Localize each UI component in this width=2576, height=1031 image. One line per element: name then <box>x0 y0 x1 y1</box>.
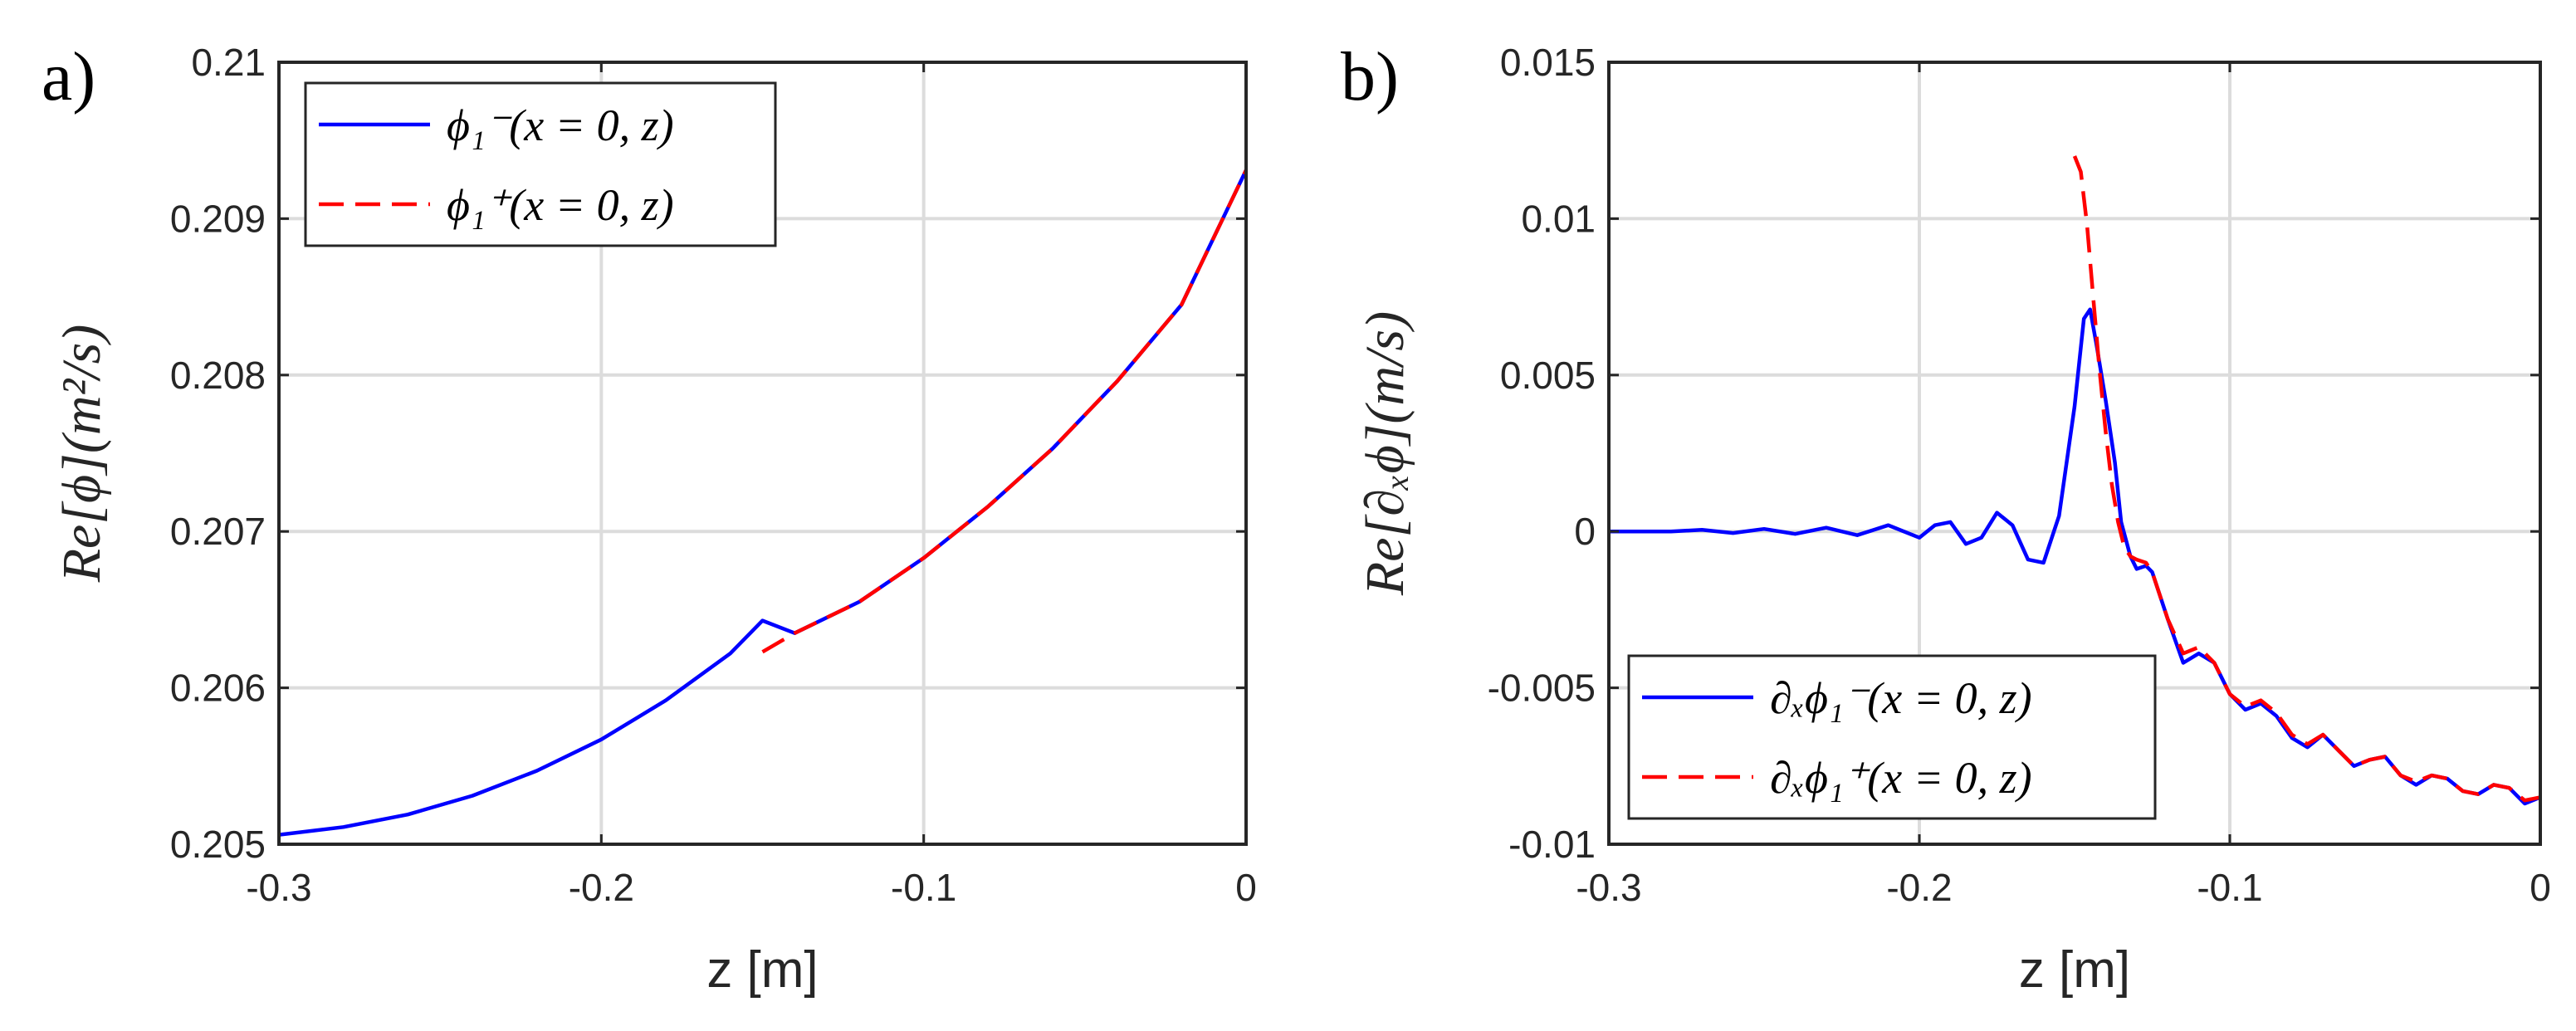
y-axis-label: Re[∂ₓϕ](m/s) <box>1355 311 1415 596</box>
series-line-plus <box>2072 155 2540 803</box>
x-tick-label: -0.2 <box>1886 866 1952 909</box>
y-tick-label: 0.208 <box>170 354 266 397</box>
y-tick-label: 0.207 <box>170 510 266 553</box>
y-tick-label: 0.206 <box>170 667 266 710</box>
panel-label: b) <box>1341 38 1399 115</box>
x-tick-label: 0 <box>1235 866 1257 909</box>
x-tick-label: -0.3 <box>1576 866 1641 909</box>
y-tick-label: 0.015 <box>1500 41 1596 84</box>
y-tick-label: 0.21 <box>191 41 266 84</box>
legend: ϕ₁⁻(x = 0, z) ϕ₁⁺(x = 0, z) <box>304 81 777 247</box>
y-tick-label: 0.209 <box>170 197 266 240</box>
y-tick-label: 0 <box>1574 510 1596 553</box>
y-tick-label: 0.005 <box>1500 354 1596 397</box>
x-tick-label: -0.2 <box>569 866 634 909</box>
series-line-plus <box>761 169 1246 654</box>
chart-panel-a: -0.3 -0.2 -0.1 0 0.205 0.206 0.207 0.208 0.209 0.… <box>42 38 1257 999</box>
y-tick-label: -0.005 <box>1488 667 1596 710</box>
x-tick-label: 0 <box>2530 866 2551 909</box>
legend-box <box>1627 654 2157 820</box>
x-tick-label: -0.1 <box>2197 866 2262 909</box>
y-tick-label: 0.01 <box>1521 197 1596 240</box>
x-axis-label: z [m] <box>2019 941 2130 999</box>
y-axis-label: Re[ϕ](m²/s) <box>51 325 112 584</box>
axes-box <box>277 61 1248 846</box>
y-tick-label: -0.01 <box>1508 823 1596 866</box>
axes-box <box>1607 61 2542 846</box>
legend-label: ϕ₁⁺(x = 0, z) <box>447 180 674 230</box>
chart-panel-b: -0.3 -0.2 -0.1 0 -0.01 -0.005 0 0.005 0.01 0.015 z… <box>1341 38 2551 999</box>
legend-label: ∂ₓϕ₁⁻(x = 0, z) <box>1770 673 2032 723</box>
x-tick-label: -0.3 <box>246 866 311 909</box>
legend-label: ∂ₓϕ₁⁺(x = 0, z) <box>1770 753 2032 803</box>
x-axis-label: z [m] <box>706 941 818 999</box>
legend: ∂ₓϕ₁⁻(x = 0, z) ∂ₓϕ₁⁺(x = 0, z) <box>1627 654 2157 820</box>
legend-box <box>304 81 777 247</box>
x-tick-label: -0.1 <box>891 866 956 909</box>
y-tick-label: 0.205 <box>170 823 266 866</box>
panel-label: a) <box>42 38 95 115</box>
series-line-minus <box>279 169 1246 837</box>
legend-label: ϕ₁⁻(x = 0, z) <box>447 100 674 150</box>
